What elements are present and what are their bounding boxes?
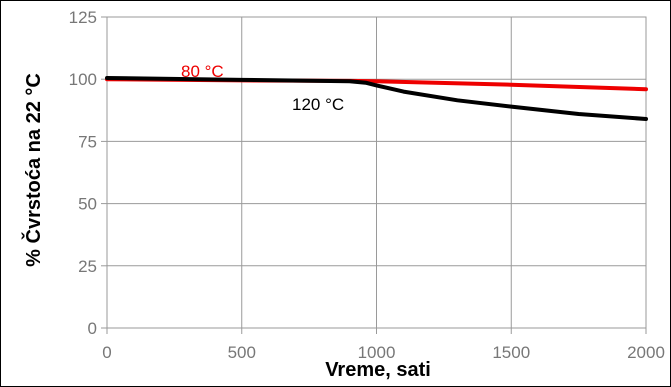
series-label-120c: 120 °C — [292, 95, 344, 114]
x-tick-label: 1000 — [358, 343, 396, 362]
y-tick-label: 25 — [78, 257, 97, 276]
series-labels: 80 °C 120 °C — [181, 62, 344, 114]
y-tick-label: 50 — [78, 195, 97, 214]
y-axis-title: % Čvrstoća na 22 °C — [21, 73, 45, 267]
series-line-1 — [105, 76, 648, 121]
x-tick-label: 500 — [228, 343, 256, 362]
x-axis-title: Vreme, sati — [325, 359, 431, 381]
tick-labels: 0 500 1000 1500 2000 0 25 50 75 100 125 — [69, 8, 665, 362]
plot-area — [106, 16, 647, 329]
y-tick-label: 100 — [69, 70, 97, 89]
y-tick-label: 75 — [78, 132, 97, 151]
x-tick-label: 1500 — [492, 343, 530, 362]
x-tick-label: 0 — [102, 343, 111, 362]
series-lines — [105, 76, 648, 121]
series-label-80c: 80 °C — [181, 62, 224, 81]
y-tick-label: 125 — [69, 8, 97, 27]
x-tick-label: 2000 — [627, 343, 665, 362]
y-tick-label: 0 — [88, 319, 97, 338]
